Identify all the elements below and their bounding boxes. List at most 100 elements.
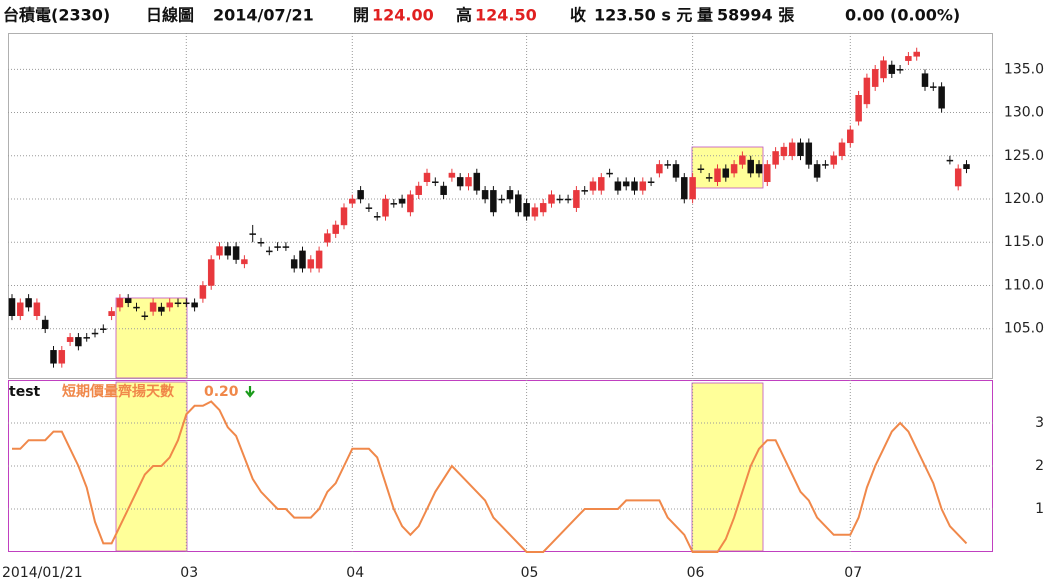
candle-body (573, 190, 580, 208)
candle-body (349, 198, 356, 204)
candle-body (614, 181, 622, 191)
indicator-value: 0.20 (204, 384, 239, 400)
candle-body (382, 198, 389, 217)
candle-body (780, 146, 788, 157)
x-tick-label: 04 (346, 565, 364, 581)
candle-body (606, 172, 613, 175)
candle-body (481, 190, 489, 200)
date: 2014/07/21 (213, 6, 314, 25)
candle-body (755, 164, 763, 174)
candle-body (398, 198, 406, 204)
candle-body (523, 203, 530, 217)
period: 日線圖 (146, 6, 194, 25)
candle-body (855, 95, 862, 122)
y-tick-label: 130.0 (1004, 105, 1044, 121)
candle-body (149, 302, 157, 312)
candle-body (299, 250, 306, 269)
candle-body (50, 350, 57, 364)
candle-body (216, 246, 223, 256)
candle-body (689, 177, 696, 200)
candle-body (921, 73, 929, 87)
candle-body (498, 198, 505, 201)
candle-body (847, 129, 854, 144)
candle-body (91, 332, 99, 335)
candle-body (357, 190, 364, 200)
candle-body (838, 142, 846, 157)
x-tick-label: 2014/01/21 (2, 565, 83, 581)
candle-body (963, 164, 970, 170)
candle-body (8, 298, 16, 316)
candle-body (822, 164, 829, 166)
candle-body (340, 207, 348, 226)
candle-body (407, 194, 414, 213)
x-tick-label: 03 (180, 565, 198, 581)
candle-body (772, 151, 779, 165)
candle-body (365, 207, 373, 209)
y-tick-label: 115.0 (1004, 234, 1044, 250)
candle-body (83, 337, 90, 339)
candle-body (556, 198, 564, 201)
candle-body (813, 164, 821, 178)
candle-body (896, 69, 904, 71)
x-tick-label: 07 (844, 565, 862, 581)
x-tick-label: 06 (687, 565, 705, 581)
candle-body (805, 142, 813, 165)
candle-body (589, 181, 597, 191)
candle-body (581, 190, 588, 192)
candle-body (41, 319, 49, 329)
candle-body (747, 159, 754, 174)
down-arrow (245, 386, 255, 398)
candle-body (266, 250, 273, 253)
candle-body (448, 172, 456, 178)
header: 台積電(2330) 日線圖 2014/07/21 開 124.00 高 124.… (3, 6, 960, 25)
change-value: 0.00 (0.00%) (845, 6, 960, 25)
candle-body (25, 298, 32, 308)
candle-body (75, 337, 82, 347)
candle-body (432, 181, 439, 183)
candle-body (58, 350, 66, 364)
candle-body (539, 203, 547, 213)
candle-body (913, 51, 920, 57)
candle-body (232, 246, 240, 260)
candle-body (880, 60, 887, 79)
candle-body (531, 207, 539, 217)
indicator-line (12, 400, 968, 553)
candle-body (930, 86, 937, 88)
high-value: 124.50 (475, 6, 537, 25)
candle-body (697, 168, 705, 171)
y-tick-label: 120.0 (1004, 191, 1044, 207)
highlight (691, 382, 764, 552)
candle-body (656, 164, 663, 174)
candle-body (681, 177, 688, 200)
candle-body (938, 86, 945, 109)
candle-body (315, 250, 323, 269)
grid: 105.0 110.0 115.0 120.0 125.0 130.0 135.0 1 2 3 20… (2, 33, 1044, 581)
candle-body (191, 302, 198, 308)
candle-body (456, 177, 464, 187)
candle-body (490, 190, 497, 213)
volume-label: 量 (697, 6, 713, 25)
candle-body (324, 233, 331, 243)
highlight (691, 146, 764, 189)
candle-body (133, 306, 140, 309)
candle-body (946, 159, 954, 162)
y-tick-label: 3 (1035, 415, 1044, 431)
candle-body (282, 246, 290, 248)
candle-body (871, 69, 879, 87)
candle-body (888, 64, 896, 74)
close-label: 收 (570, 6, 586, 25)
candle-body (905, 56, 912, 61)
y-tick-label: 1 (1035, 501, 1044, 517)
candle-body (705, 177, 713, 179)
candle-body (207, 259, 215, 286)
candle-body (440, 185, 447, 195)
y-tick-label: 105.0 (1004, 321, 1044, 337)
candle-body (373, 216, 381, 218)
candle-body (390, 203, 398, 205)
close-value: 123.50 s 元 (594, 6, 692, 25)
candle-body (224, 246, 232, 256)
candle-body (66, 337, 74, 342)
candle-body (465, 177, 472, 187)
candle-body (954, 168, 962, 187)
